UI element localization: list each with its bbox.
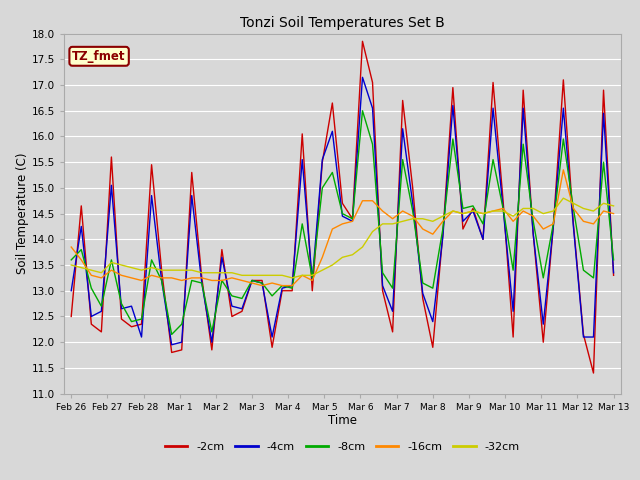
- Legend: -2cm, -4cm, -8cm, -16cm, -32cm: -2cm, -4cm, -8cm, -16cm, -32cm: [161, 438, 524, 456]
- X-axis label: Time: Time: [328, 414, 357, 427]
- Title: Tonzi Soil Temperatures Set B: Tonzi Soil Temperatures Set B: [240, 16, 445, 30]
- Y-axis label: Soil Temperature (C): Soil Temperature (C): [16, 153, 29, 275]
- Text: TZ_fmet: TZ_fmet: [72, 50, 126, 63]
